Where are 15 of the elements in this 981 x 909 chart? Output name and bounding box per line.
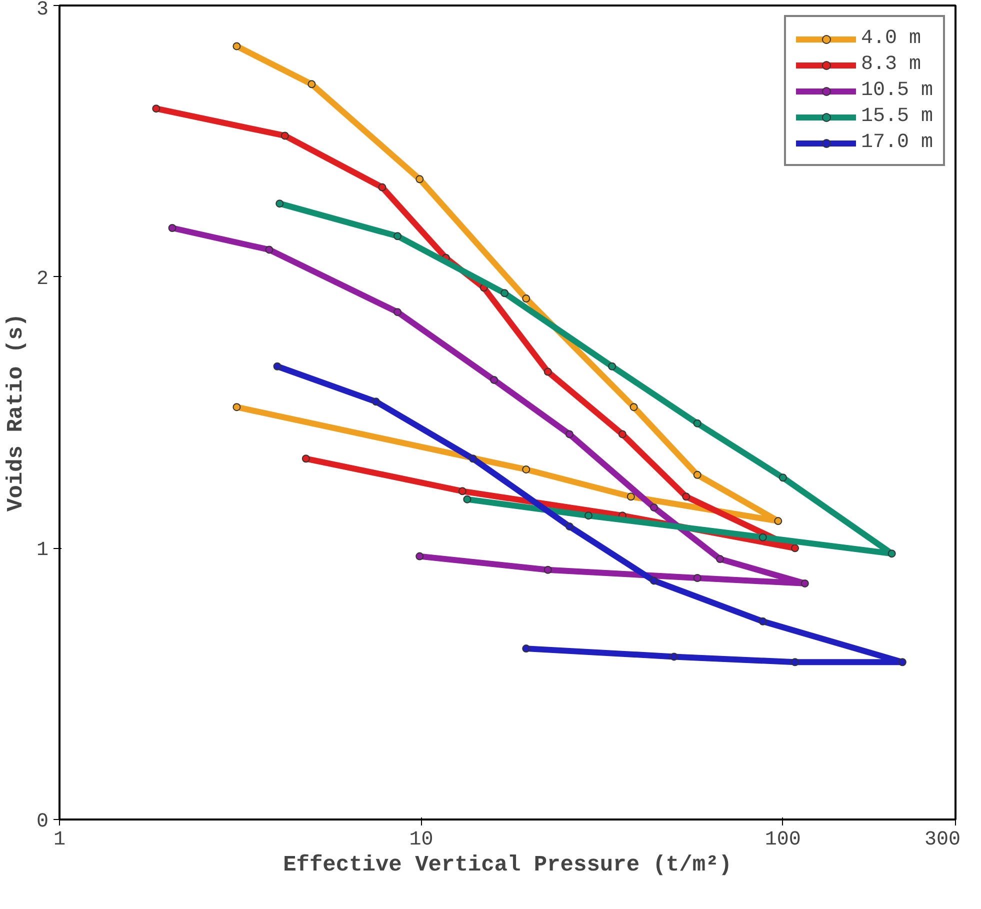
y-axis-title: Voids Ratio (s) (4, 313, 28, 512)
x-tick-label: 300 (924, 828, 961, 852)
legend-label: 4.0 m (860, 27, 921, 50)
x-tick-label: 1 (54, 828, 66, 852)
x-tick-label: 100 (764, 828, 801, 852)
y-tick-label: 2 (36, 268, 49, 291)
y-tick-label: 1 (36, 539, 49, 562)
x-tick-label: 10 (409, 828, 434, 852)
legend-label: 10.5 m (860, 79, 933, 102)
legend-label: 8.3 m (860, 53, 921, 76)
y-tick-label: 3 (36, 0, 49, 22)
x-axis-title: Effective Vertical Pressure (t/m²) (283, 852, 732, 878)
y-tick-label: 0 (36, 810, 49, 834)
legend-label: 17.0 m (860, 131, 933, 154)
legend-label: 15.5 m (860, 105, 933, 128)
